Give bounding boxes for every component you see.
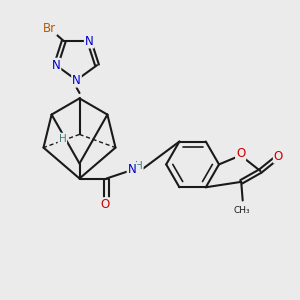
Text: N: N [85, 34, 94, 47]
Text: H: H [135, 161, 143, 171]
Text: N: N [72, 74, 81, 87]
Text: Br: Br [43, 22, 56, 34]
Text: O: O [100, 198, 109, 211]
Text: N: N [128, 163, 136, 176]
Text: O: O [274, 149, 283, 163]
Text: H: H [58, 134, 66, 144]
Text: N: N [52, 59, 60, 72]
Text: O: O [236, 147, 245, 160]
Text: CH₃: CH₃ [234, 206, 250, 215]
